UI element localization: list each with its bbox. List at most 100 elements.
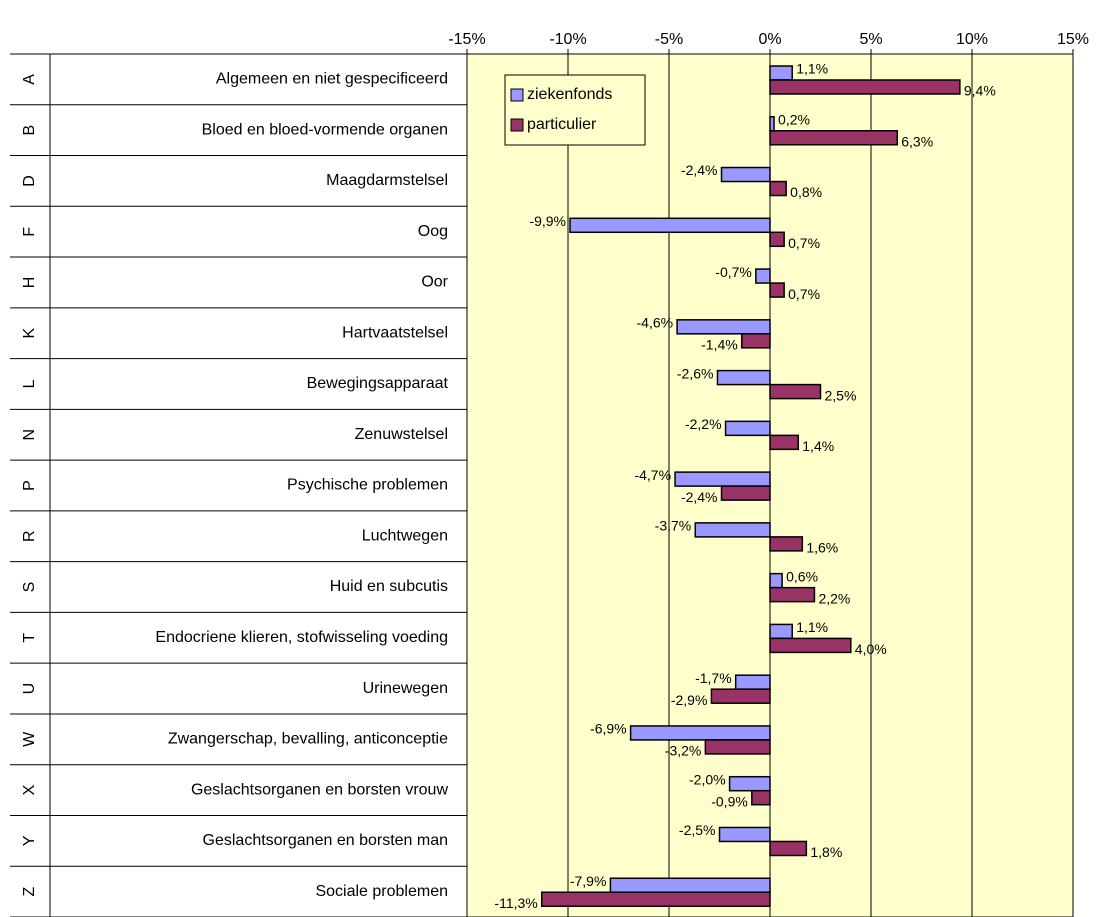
value-label: 6,3% <box>901 133 933 149</box>
bar <box>710 688 771 704</box>
category-code: N <box>21 429 38 441</box>
bar <box>769 840 808 857</box>
value-label: 1,1% <box>796 61 828 77</box>
category-code: W <box>21 731 38 747</box>
category-code: R <box>21 530 38 542</box>
bar <box>769 383 822 400</box>
x-tick-label: -5% <box>655 31 683 48</box>
value-label: 1,1% <box>796 619 828 635</box>
value-label: -2,9% <box>671 692 708 708</box>
value-label: -1,7% <box>695 670 732 686</box>
category-code: A <box>21 74 38 85</box>
bar <box>769 623 793 640</box>
x-tick-label: -10% <box>549 31 586 48</box>
legend-label: particulier <box>527 116 597 133</box>
bar <box>769 180 787 197</box>
value-label: 0,7% <box>788 235 820 251</box>
category-label: Bloed en bloed-vormende organen <box>202 121 448 138</box>
value-label: 9,4% <box>964 83 996 99</box>
category-label: Psychische problemen <box>287 477 448 494</box>
category-code: F <box>21 227 38 237</box>
bar <box>569 217 771 234</box>
category-label: Zwangerschap, bevalling, anticonceptie <box>168 731 448 748</box>
value-label: -11,3% <box>494 895 537 911</box>
value-label: -6,9% <box>590 721 627 737</box>
bar <box>540 891 771 907</box>
bar <box>769 79 961 95</box>
bar <box>740 333 771 349</box>
bar <box>724 420 771 437</box>
value-label: 2,5% <box>825 387 857 403</box>
value-label: -2,0% <box>689 771 726 787</box>
category-label: Oog <box>418 223 448 240</box>
value-label: 0,6% <box>786 568 818 584</box>
bar <box>751 789 771 806</box>
category-label: Geslachtsorganen en borsten man <box>203 832 448 849</box>
category-label: Zenuwstelsel <box>355 426 448 443</box>
category-code: T <box>21 633 38 643</box>
bar <box>769 65 793 81</box>
bar <box>609 877 771 893</box>
value-label: 1,8% <box>810 844 842 860</box>
category-code: U <box>21 683 38 695</box>
bar <box>769 282 785 298</box>
category-label: Hartvaatstelsel <box>342 324 448 341</box>
category-label: Luchtwegen <box>362 527 448 544</box>
value-label: 2,2% <box>818 590 850 606</box>
value-label: -0,7% <box>715 264 752 280</box>
bar <box>734 674 771 690</box>
category-code: Z <box>21 887 38 897</box>
value-label: 0,8% <box>790 184 822 200</box>
bar <box>769 130 899 146</box>
value-label: -7,9% <box>570 873 607 889</box>
x-tick-label: 5% <box>859 31 882 48</box>
bar <box>755 268 771 284</box>
value-label: -2,4% <box>681 489 718 505</box>
bar <box>769 637 852 654</box>
category-label: Urinewegen <box>363 680 448 697</box>
bar <box>629 725 771 741</box>
value-label: 4,0% <box>855 641 887 657</box>
bar <box>694 522 771 538</box>
bar <box>769 536 804 552</box>
category-code: H <box>21 277 38 289</box>
category-label: Endocriene klieren, stofwisseling voedin… <box>155 629 448 646</box>
category-code: Y <box>21 835 38 846</box>
legend-label: ziekenfonds <box>527 86 612 103</box>
value-label: -2,6% <box>677 365 714 381</box>
category-label: Bewegingsapparaat <box>307 375 449 392</box>
value-label: -1,4% <box>701 337 738 353</box>
bar <box>720 485 771 501</box>
category-code: S <box>21 582 38 593</box>
category-label: Oor <box>421 274 448 291</box>
value-label: 0,7% <box>788 286 820 302</box>
bar <box>769 231 785 248</box>
category-label: Geslachtsorganen en borsten vrouw <box>191 781 448 798</box>
bar <box>769 434 800 451</box>
category-code: K <box>21 328 38 339</box>
value-label: -9,9% <box>529 213 566 229</box>
x-tick-label: -15% <box>448 31 485 48</box>
category-code: L <box>21 379 38 388</box>
bar <box>704 739 771 755</box>
x-tick-label: 0% <box>758 31 781 48</box>
x-tick-label: 10% <box>956 31 988 48</box>
bar <box>769 116 775 132</box>
legend-swatch <box>510 88 524 102</box>
x-tick-label: 15% <box>1057 31 1089 48</box>
bar <box>720 166 771 183</box>
bar <box>728 775 771 792</box>
bar <box>716 369 771 386</box>
value-label: -3,7% <box>655 518 692 534</box>
value-label: -2,4% <box>681 162 718 178</box>
bar <box>674 471 771 487</box>
value-label: -2,2% <box>685 416 722 432</box>
category-code: B <box>21 125 38 136</box>
value-label: -2,5% <box>679 822 716 838</box>
plot-border <box>466 53 1074 917</box>
legend-swatch <box>510 118 524 132</box>
category-label: Maagdarmstelsel <box>326 172 448 189</box>
bar <box>676 319 771 335</box>
value-label: 1,6% <box>806 540 838 556</box>
category-label: Sociale problemen <box>315 883 448 900</box>
